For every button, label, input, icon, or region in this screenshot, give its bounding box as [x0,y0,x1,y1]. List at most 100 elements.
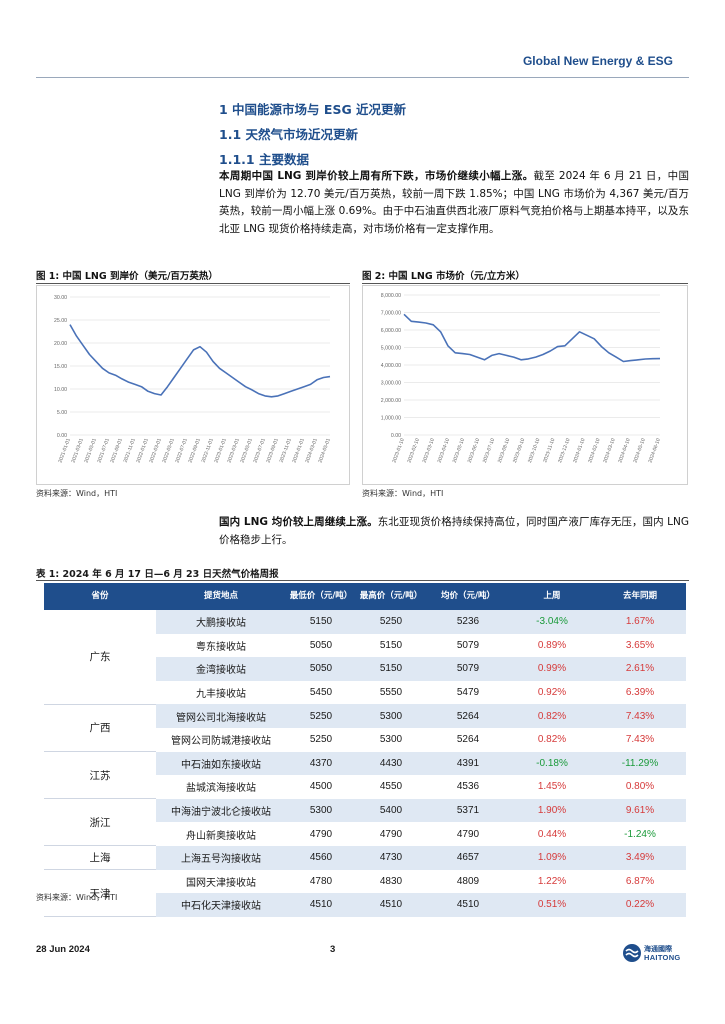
week-change-cell: -3.04% [510,610,594,634]
figure2-title: 图 2: 中国 LNG 市场价（元/立方米） [362,271,525,282]
header-min: 最低价（元/吨） [286,583,356,610]
weekly-body: 东北亚现货价格持续保持高位，同时国产液厂库存无压，国内 LNG 价格稳步上行。 [219,516,689,546]
figure2-source: 资料来源：Wind，HTI [362,489,444,498]
min-price-cell: 4790 [309,828,333,840]
max-price-cell: 5400 [356,798,426,823]
site-cell: 国网天津接收站 [186,877,256,889]
y-tick-label: 7,000.00 [381,311,401,317]
site-cell: 大鹏接收站 [156,610,286,634]
table-row: 江苏 中石油如东接收站 4370 4430 4391 -0.18% -11.29% [44,751,686,800]
site-cell: 中石油如东接收站 [156,751,286,776]
y-tick-label: 25.00 [54,318,67,324]
week-change-cell: 0.92% [537,687,567,699]
logo-mark-icon [623,944,641,962]
avg-price-cell: 5236 [426,610,510,634]
year-change-cell: -1.24% [624,828,656,840]
avg-price-cell: 4536 [456,781,480,793]
table-title: 表 1: 2024 年 6 月 17 日—6 月 23 日天然气价格周报 [36,569,279,580]
year-change-cell: 3.65% [625,639,655,651]
figure1-chart: 0.005.0010.0015.0020.0025.0030.002021-01… [36,285,350,485]
site-cell: 管网公司防城港接收站 [171,736,271,748]
table-row: 浙江 中海油宁波北仑接收站 5300 5400 5371 1.90% 9.61% [44,798,686,847]
table-header-row: 省份 提货地点 最低价（元/吨） 最高价（元/吨） 均价（元/吨） 上周 去年同… [44,583,686,610]
header-divider [36,77,689,78]
week-change-cell: 0.82% [510,704,594,728]
figure2-chart: 0.00 1,000.00 2,000.00 3,000.00 4,000.00 5,00… [362,285,688,485]
table-divider [36,580,689,581]
weekly-paragraph: 国内 LNG 均价较上周继续上涨。东北亚现货价格持续保持高位，同时国产液厂库存无… [219,514,689,549]
week-change-cell: 1.22% [537,875,567,887]
min-price-cell: 4370 [286,751,356,776]
figure1-divider [36,283,350,284]
min-price-cell: 5250 [286,704,356,728]
max-price-cell: 4730 [356,845,426,870]
logo-cn: 海通國際 [644,945,672,953]
max-price-cell: 4790 [379,828,403,840]
table-row: 上海 上海五号沟接收站 4560 4730 4657 1.09% 3.49% [44,845,686,871]
max-price-cell: 5250 [356,610,426,634]
header-year: 去年同期 [594,583,686,610]
min-price-cell: 5050 [286,657,356,681]
summary-paragraph: 本周期中国 LNG 到岸价较上周有所下跌，市场价继续小幅上涨。截至 2024 年… [219,168,689,238]
y-tick-label: 10.00 [54,387,67,393]
avg-price-cell: 5371 [426,798,510,823]
week-change-cell: 1.90% [510,798,594,823]
province-cell: 广西 [44,704,156,753]
year-change-cell: 3.49% [594,845,686,870]
province-cell: 广东 [44,610,156,705]
year-change-cell: 6.87% [625,875,655,887]
y-tick-label: 3,000.00 [381,381,401,387]
avg-price-cell: 5264 [456,734,480,746]
header-week: 上周 [510,583,594,610]
min-price-cell: 4780 [309,875,333,887]
y-tick-label: 4,000.00 [381,363,401,369]
table-row: 管网公司防城港接收站 5250 5300 5264 0.82% 7.43% [44,728,686,752]
footer-date: 28 Jun 2024 [36,944,90,955]
y-tick-label: 8,000.00 [381,293,401,299]
table-row: 九丰接收站 5450 5550 5479 0.92% 6.39% [44,681,686,705]
avg-price-cell: 4809 [456,875,480,887]
max-price-cell: 5150 [356,657,426,681]
figure1-title: 图 1: 中国 LNG 到岸价（美元/百万英热） [36,271,218,282]
table-row: 金湾接收站 5050 5150 5079 0.99% 2.61% [44,657,686,681]
figure2-divider [362,283,688,284]
max-price-cell: 5300 [356,704,426,728]
table-row: 舟山新奥接收站 4790 4790 4790 0.44% -1.24% [44,822,686,846]
y-tick-label: 20.00 [54,341,67,347]
province-cell: 上海 [44,845,156,871]
year-change-cell: 2.61% [594,657,686,681]
week-change-cell: -0.18% [510,751,594,776]
min-price-cell: 5300 [286,798,356,823]
table-row: 粤东接收站 5050 5150 5079 0.89% 3.65% [44,634,686,658]
price-table: 省份 提货地点 最低价（元/吨） 最高价（元/吨） 均价（元/吨） 上周 去年同… [44,583,686,918]
min-price-cell: 4560 [286,845,356,870]
chart-frame [362,285,688,485]
site-cell: 金湾接收站 [156,657,286,681]
max-price-cell: 4550 [379,781,403,793]
max-price-cell: 4430 [356,751,426,776]
year-change-cell: 9.61% [594,798,686,823]
y-tick-label: 2,000.00 [381,398,401,404]
y-tick-label: 15.00 [54,364,67,370]
week-change-cell: 0.89% [537,639,567,651]
site-cell: 舟山新奥接收站 [186,830,256,842]
min-price-cell: 5450 [309,687,333,699]
avg-price-cell: 5079 [426,657,510,681]
table-source: 资料来源：Wind，HTI [36,893,118,902]
section-heading-3: 1.1.1 主要数据 [219,152,309,167]
y-tick-label: 0.00 [391,433,401,439]
table-row: 中石化天津接收站 4510 4510 4510 0.51% 0.22% [44,893,686,917]
max-price-cell: 4510 [356,893,426,917]
section-heading-1: 1 中国能源市场与 ESG 近况更新 [219,102,407,117]
min-price-cell: 4510 [286,893,356,917]
year-change-cell: 0.80% [625,781,655,793]
week-change-cell: 0.82% [537,734,567,746]
table-row: 广东 大鹏接收站 5150 5250 5236 -3.04% 1.67% [44,610,686,705]
page-number: 3 [330,944,336,955]
max-price-cell: 5300 [379,734,403,746]
year-change-cell: 1.67% [594,610,686,634]
y-tick-label: 0.00 [57,433,67,439]
max-price-cell: 5550 [379,687,403,699]
week-change-cell: 1.09% [510,845,594,870]
week-change-cell: 0.44% [537,828,567,840]
